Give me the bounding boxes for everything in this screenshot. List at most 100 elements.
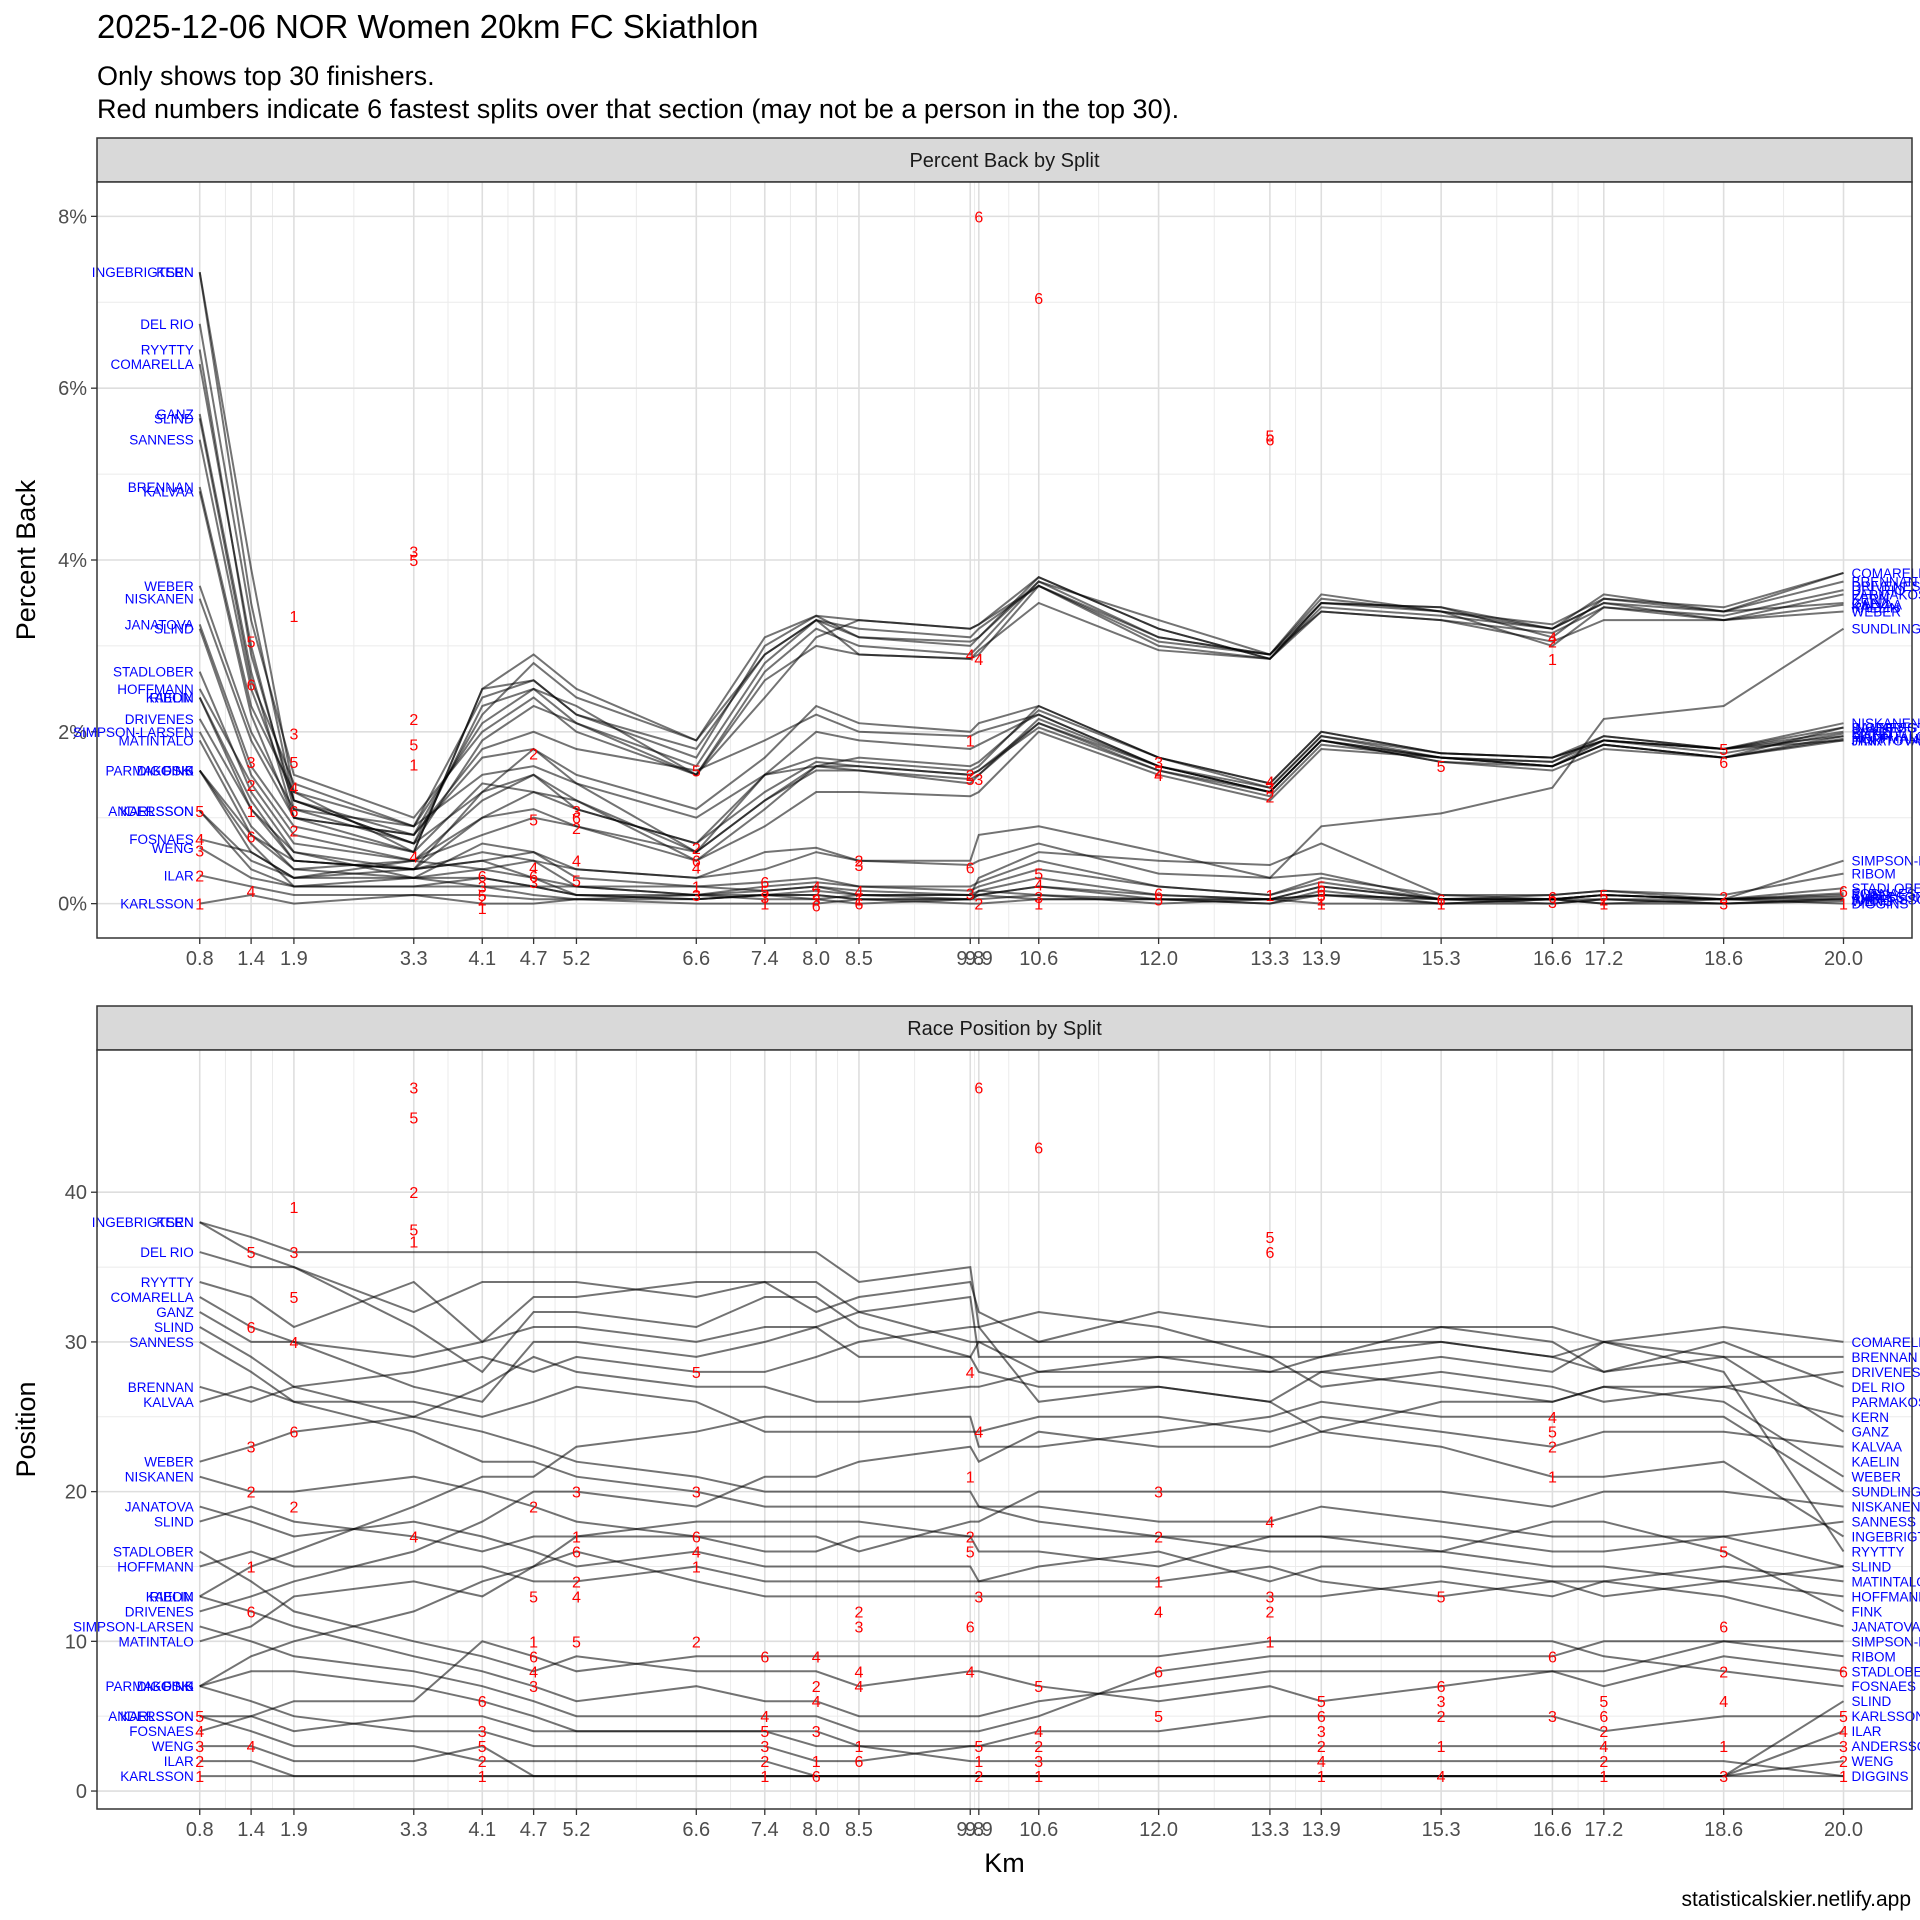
panel-title: Percent Back by Split — [909, 150, 1100, 172]
fastest-split-label: 1 — [1599, 897, 1608, 914]
fastest-split-label: 2 — [1548, 635, 1557, 652]
start-name-label: SLIND — [154, 1515, 194, 1530]
end-name-label: DEL RIO — [1852, 1380, 1906, 1395]
fastest-split-label: 2 — [529, 1500, 538, 1517]
fastest-split-label: 2 — [247, 778, 256, 795]
fastest-split-label: 4 — [1599, 1739, 1608, 1756]
fastest-split-label: 2 — [855, 854, 864, 871]
x-tick-label: 4.1 — [468, 1819, 496, 1841]
fastest-split-label: 5 — [760, 1724, 769, 1741]
fastest-split-label: 6 — [478, 869, 487, 886]
end-name-label: JANATOVA — [1852, 733, 1920, 748]
fastest-split-label: 5 — [1154, 1709, 1163, 1726]
fastest-split-label: 2 — [1265, 789, 1274, 806]
fastest-split-label: 1 — [195, 1769, 204, 1786]
fastest-split-label: 1 — [1437, 897, 1446, 914]
fastest-split-label: 6 — [812, 898, 821, 915]
fastest-split-label: 5 — [195, 1709, 204, 1726]
start-name-label: GANZ — [156, 407, 194, 422]
series-line-16 — [198, 688, 1844, 862]
x-tick-label: 3.3 — [400, 1819, 428, 1841]
x-tick-label: 1.4 — [237, 948, 265, 970]
fastest-split-label: 4 — [855, 884, 864, 901]
end-name-label: MATINTALO — [1852, 1574, 1920, 1589]
fastest-split-label: 6 — [572, 811, 581, 828]
series-line-24 — [199, 1520, 1844, 1688]
fastest-split-label: 5 — [1437, 1589, 1446, 1606]
y-tick-label: 30 — [65, 1332, 87, 1354]
x-tick-label: 1.9 — [280, 1819, 308, 1841]
fastest-split-label: 1 — [247, 1559, 256, 1576]
fastest-split-label: 5 — [478, 1739, 487, 1756]
fastest-split-label: 5 — [692, 1365, 701, 1382]
fastest-split-label: 4 — [195, 1724, 204, 1741]
end-name-label: KALVAA — [1852, 1440, 1903, 1455]
fastest-split-label: 1 — [1548, 1470, 1557, 1487]
x-tick-label: 18.6 — [1704, 1819, 1743, 1841]
start-name-label: SLIND — [154, 1320, 194, 1335]
fastest-split-label: 1 — [1034, 1769, 1043, 1786]
start-name-label: SANNESS — [129, 433, 194, 448]
fastest-split-label: 4 — [1154, 768, 1163, 785]
end-name-label: HOFFMANN — [1852, 1589, 1920, 1604]
start-name-label: FINK — [163, 763, 194, 778]
x-tick-label: 0.8 — [186, 948, 214, 970]
fastest-split-label: 5 — [529, 1589, 538, 1606]
x-tick-label: 17.2 — [1584, 948, 1623, 970]
fastest-split-label: 1 — [1599, 1769, 1608, 1786]
fastest-split-label: 5 — [247, 1245, 256, 1262]
fastest-split-label: 5 — [1548, 1425, 1557, 1442]
fastest-split-label: 2 — [1265, 1604, 1274, 1621]
fastest-split-label: 2 — [195, 1754, 204, 1771]
start-name-label: FINK — [163, 1679, 194, 1694]
end-name-label: SLIND — [1852, 888, 1892, 903]
end-name-label: SUNDLING — [1852, 622, 1920, 637]
fastest-split-label: 6 — [289, 804, 298, 821]
fastest-split-label: 5 — [409, 1223, 418, 1240]
fastest-split-label: 2 — [1317, 1739, 1326, 1756]
fastest-split-label: 6 — [529, 1649, 538, 1666]
series-line-17 — [199, 1400, 1845, 1598]
fastest-split-label: 1 — [1154, 1574, 1163, 1591]
start-name-label: SLIND — [154, 411, 194, 426]
fastest-split-label: 1 — [855, 1739, 864, 1756]
end-name-label: HOFFMANN — [1852, 732, 1920, 747]
caption: statisticalskier.netlify.app — [1681, 1888, 1911, 1911]
start-name-label: KARLSSON — [120, 1769, 194, 1784]
x-tick-label: 15.3 — [1422, 948, 1461, 970]
start-name-label: ANDERSSON — [108, 804, 194, 819]
fastest-split-label: 3 — [974, 772, 983, 789]
series-line-11 — [198, 585, 1844, 845]
fastest-split-label: 6 — [1437, 1679, 1446, 1696]
start-name-label: WEBER — [144, 1455, 194, 1470]
series-line-5 — [199, 1280, 1844, 1358]
end-name-label: NISKANEN — [1852, 1500, 1920, 1515]
panel-1: Percent Back by Split 0% 2% 4% 6% 8% 0.8 1.4 1.9… — [11, 137, 1920, 970]
end-name-label: KARLSSON — [1852, 1709, 1920, 1724]
fastest-split-label: 2 — [529, 746, 538, 763]
fastest-split-label: 1 — [1034, 897, 1043, 914]
fastest-split-label: 4 — [1437, 1769, 1446, 1786]
fastest-split-label: 4 — [812, 1694, 821, 1711]
x-tick-label: 5.2 — [563, 1819, 591, 1841]
start-name-label: PARMAKOSKI — [105, 1679, 193, 1694]
x-tick-label: 16.6 — [1533, 1819, 1572, 1841]
end-name-label: MATINTALO — [1852, 729, 1920, 744]
end-name-label: DEL RIO — [1852, 583, 1906, 598]
end-name-label: KERN — [1852, 592, 1890, 607]
start-name-label: NISKANEN — [125, 592, 194, 607]
fastest-split-label: 3 — [1317, 888, 1326, 905]
x-tick-label: 10.6 — [1019, 948, 1058, 970]
fastest-split-label: 1 — [692, 879, 701, 896]
start-name-label: JANATOVA — [125, 1500, 194, 1515]
fastest-split-label: 6 — [692, 1530, 701, 1547]
end-name-label: STADLOBER — [1852, 881, 1920, 896]
end-name-label: WENG — [1852, 1754, 1894, 1769]
start-name-label: ANDERSSON — [108, 1709, 194, 1724]
fastest-split-label: 3 — [247, 1440, 256, 1457]
y-tick-label: 0 — [76, 1781, 87, 1803]
y-tick-label: 4% — [58, 550, 87, 572]
x-tick-label: 8.0 — [802, 948, 830, 970]
series-line-23 — [199, 1670, 1844, 1778]
fastest-split-label: 3 — [1719, 897, 1728, 914]
